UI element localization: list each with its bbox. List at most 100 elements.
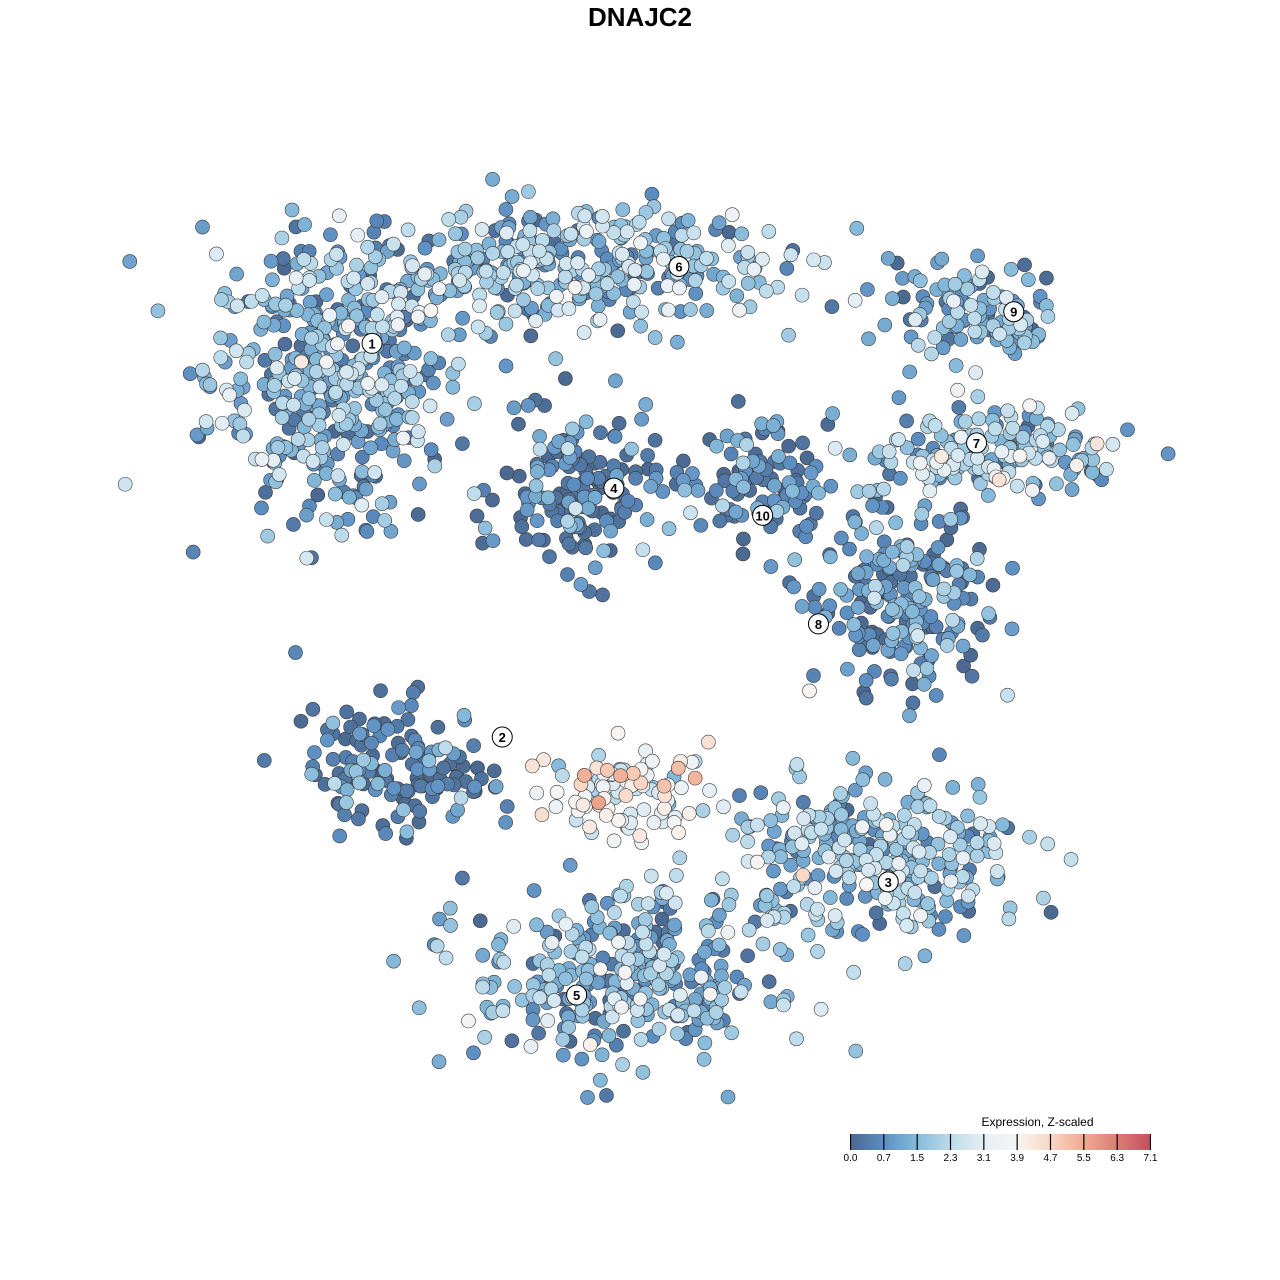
data-point (736, 479, 751, 495)
data-point (485, 245, 501, 261)
data-point (833, 786, 848, 801)
data-point (985, 577, 1001, 593)
data-point (555, 768, 570, 783)
cluster-label-text: 2 (499, 730, 506, 745)
data-point (811, 485, 826, 501)
data-point (391, 700, 406, 715)
data-point (301, 411, 317, 427)
data-point (575, 797, 591, 813)
data-point (578, 414, 594, 430)
data-point (661, 211, 676, 227)
data-point (799, 519, 814, 534)
data-point (561, 536, 577, 552)
data-point (639, 512, 655, 527)
data-point (948, 358, 964, 373)
data-point (235, 428, 251, 444)
data-point (980, 488, 996, 503)
data-point (372, 416, 388, 432)
data-point (911, 589, 927, 604)
data-point (377, 402, 393, 417)
data-point (867, 590, 882, 606)
data-point (795, 435, 810, 451)
data-point (851, 642, 867, 657)
data-point (312, 379, 328, 395)
data-point (496, 954, 512, 970)
data-point (455, 870, 470, 886)
data-point (624, 441, 639, 457)
data-point (922, 483, 938, 499)
data-point (277, 336, 293, 352)
data-point (1052, 442, 1067, 458)
data-point (947, 276, 963, 292)
data-point (457, 241, 473, 257)
data-point (498, 316, 514, 332)
data-point (895, 557, 911, 573)
data-point (579, 971, 594, 987)
data-point (329, 246, 344, 262)
data-point (607, 429, 623, 444)
data-point (861, 331, 876, 347)
data-point (430, 719, 446, 735)
data-point (213, 330, 228, 346)
data-point (560, 441, 576, 456)
data-point (337, 807, 352, 823)
data-point (916, 677, 932, 692)
data-point (732, 302, 747, 318)
data-point (620, 493, 636, 509)
data-point (549, 289, 564, 304)
data-point (923, 870, 939, 886)
data-point (334, 527, 350, 543)
cluster-label-badge (807, 613, 829, 635)
data-point (431, 1054, 447, 1069)
data-point (781, 327, 796, 343)
data-point (885, 291, 900, 306)
data-point (332, 208, 347, 224)
data-point (540, 490, 556, 506)
data-point (339, 795, 354, 810)
data-point (632, 828, 648, 844)
data-point (975, 627, 990, 643)
data-point (855, 772, 871, 787)
data-point (919, 661, 935, 676)
data-point (1003, 261, 1019, 277)
data-point (759, 888, 775, 904)
data-point (885, 602, 900, 617)
data-point (507, 303, 523, 319)
data-point (902, 364, 917, 380)
data-point (254, 500, 269, 516)
data-point (970, 389, 986, 404)
data-point (185, 544, 201, 560)
data-point (265, 272, 280, 288)
data-point (1036, 890, 1051, 906)
data-point (209, 246, 224, 262)
data-point (491, 937, 506, 953)
data-point (258, 485, 273, 500)
data-point (802, 683, 817, 699)
data-point (594, 1047, 610, 1063)
data-point (786, 879, 802, 894)
data-point (677, 482, 693, 498)
data-point (558, 916, 574, 932)
data-point (304, 766, 320, 782)
data-point (670, 334, 685, 350)
data-point (405, 258, 420, 273)
data-point (603, 523, 618, 539)
data-point (640, 896, 656, 911)
data-point (408, 744, 424, 760)
data-point (592, 1072, 608, 1088)
data-point (893, 646, 909, 662)
data-point (323, 227, 338, 243)
data-point (1001, 911, 1017, 927)
data-point (614, 999, 629, 1015)
data-point (274, 410, 290, 425)
data-point (394, 378, 409, 394)
data-point (734, 226, 750, 242)
data-point (631, 214, 647, 230)
data-point (969, 551, 985, 566)
data-point (849, 220, 865, 236)
data-point (827, 908, 843, 923)
data-point (267, 346, 283, 362)
data-point (516, 292, 531, 308)
cluster-label-badge (668, 255, 690, 277)
data-point (442, 900, 458, 916)
